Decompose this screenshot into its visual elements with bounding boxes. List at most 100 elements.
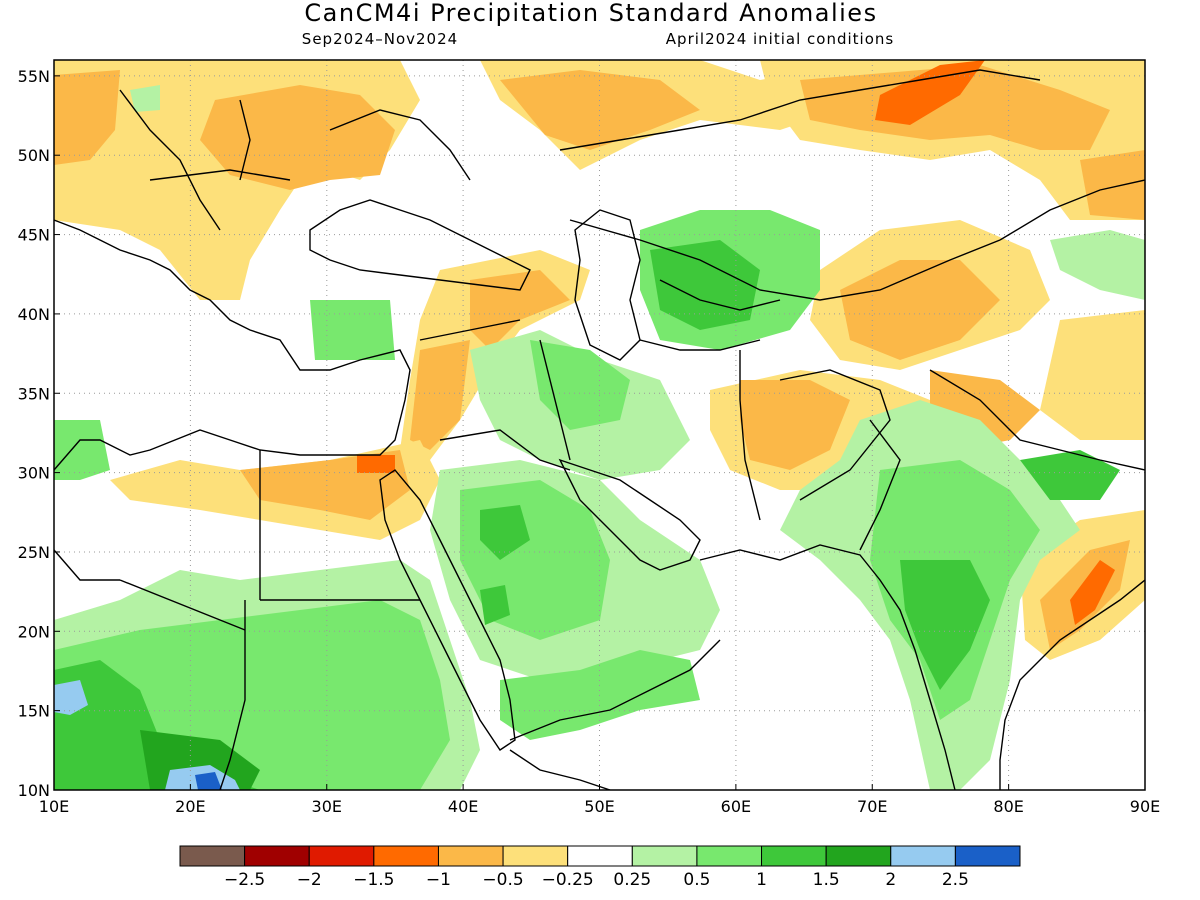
wet-field-hijaz — [480, 585, 510, 625]
border-saudi-iraq — [439, 429, 571, 471]
colorbar-swatch — [244, 845, 310, 867]
coastline-black-sea — [309, 199, 531, 291]
border-kazakhstan-south — [569, 219, 1001, 301]
border-mongolia-china — [999, 179, 1145, 241]
colorbar-label: −0.25 — [542, 870, 594, 890]
wet-field-cyprus — [310, 300, 395, 360]
y-tick-label: 55N — [18, 67, 50, 86]
dry-field-levant — [410, 340, 470, 450]
colorbar-label: 2 — [885, 870, 896, 890]
dry-field-baikal — [1080, 150, 1145, 220]
border-iran-iraq — [539, 339, 571, 461]
x-tick-label: 20E — [175, 797, 205, 816]
dry-field-ukraine — [200, 85, 395, 190]
border-algeria-niger — [54, 549, 120, 581]
border-turkey-syria — [419, 319, 521, 341]
dry-field-pakistan — [740, 380, 850, 470]
colorbar-swatch — [567, 845, 633, 867]
colorbar-label: −1 — [426, 870, 451, 890]
wet-field-alps — [130, 85, 160, 112]
x-tick-label: 40E — [448, 797, 478, 816]
colorbar-swatch — [825, 845, 892, 867]
colorbar-swatch — [373, 845, 439, 867]
coastline-persian-gulf — [558, 458, 701, 571]
colorbar-swatch — [437, 845, 504, 867]
map-plot-area — [54, 60, 1145, 790]
x-tick-label: 70E — [857, 797, 887, 816]
colorbar-label: −1.5 — [353, 870, 394, 890]
dry-field-bengal-core — [1070, 560, 1115, 625]
y-tick-label: 25N — [18, 543, 50, 562]
longitude-axis: 10E 20E 30E 40E 50E 60E 70E 80E 90E — [39, 784, 1160, 816]
latitude-axis: 10N 15N 20N 25N 30N 35N 40N 45N 50N 55N — [18, 67, 60, 800]
wet-anomaly-fields — [54, 85, 1145, 790]
wet-field-darfur-peak — [195, 772, 222, 790]
wet-field-najd — [480, 505, 530, 560]
wet-field-ganges — [1020, 450, 1120, 500]
forecast-period: Sep2024–Nov2024 — [302, 30, 458, 48]
y-tick-label: 10N — [18, 781, 50, 800]
colorbar-swatch — [308, 845, 375, 867]
x-tick-label: 50E — [584, 797, 614, 816]
border-chad-sudan — [219, 600, 246, 790]
coastline-bay-of-bengal — [999, 579, 1145, 790]
map-gridlines — [54, 60, 1145, 790]
colorbar-label: 1 — [756, 870, 767, 890]
colorbar-swatch — [954, 845, 1021, 867]
colorbar-label: −0.5 — [482, 870, 523, 890]
border-europe-internal — [119, 89, 291, 231]
x-tick-label: 10E — [39, 797, 69, 816]
y-tick-label: 35N — [18, 384, 50, 403]
y-tick-label: 45N — [18, 226, 50, 245]
y-tick-label: 15N — [18, 702, 50, 721]
border-afghanistan-pakistan — [779, 369, 891, 501]
coastline-arabian-sea — [699, 544, 956, 790]
x-tick-label: 60E — [721, 797, 751, 816]
border-ukraine-russia — [329, 109, 471, 181]
colorbar-label: 0.25 — [613, 870, 651, 890]
border-libya-chad — [119, 579, 246, 631]
coastline-red-sea — [379, 469, 516, 751]
wet-field-mediterranean — [54, 420, 110, 480]
wet-field-tibet — [1050, 230, 1145, 300]
colorbar-label: 2.5 — [942, 870, 969, 890]
map-title: CanCM4i Precipitation Standard Anomalies — [304, 0, 877, 27]
y-tick-label: 50N — [18, 146, 50, 165]
colorbar-label: −2.5 — [224, 870, 265, 890]
x-tick-label: 80E — [993, 797, 1023, 816]
dry-field-tajikistan — [840, 260, 1000, 360]
dry-field-kazakh-core — [875, 60, 985, 125]
dry-field-tibet — [1040, 310, 1145, 440]
colorbar-label: −2 — [297, 870, 322, 890]
colorbar-swatch — [631, 845, 698, 867]
wet-field-deccan — [900, 560, 990, 690]
colorbar-swatch — [179, 845, 246, 867]
wet-field-chad-max — [54, 680, 88, 715]
colorbar-swatch — [890, 845, 956, 867]
border-india-china — [929, 369, 1145, 471]
dry-field-anatolia — [470, 270, 570, 350]
border-india-pakistan — [859, 419, 901, 551]
initial-conditions: April2024 initial conditions — [666, 30, 894, 48]
colorbar-swatch — [502, 845, 569, 867]
y-tick-label: 20N — [18, 622, 50, 641]
colorbar-swatch — [761, 845, 827, 867]
x-tick-label: 90E — [1130, 797, 1160, 816]
coastlines-borders — [54, 69, 1145, 790]
wet-field-chad — [54, 660, 260, 790]
coastline-gulf-of-aden — [509, 639, 721, 741]
colorbar: −2.5 −2 −1.5 −1 −0.5 −0.25 0.25 0.5 1 1.5 2 2.5 — [179, 845, 1021, 890]
border-iran-afghanistan — [739, 350, 761, 521]
border-uzbekistan-turkmenistan — [659, 279, 781, 311]
border-russia-kazakhstan — [559, 69, 1041, 151]
x-tick-label: 30E — [312, 797, 342, 816]
coastline-mediterranean — [54, 219, 411, 471]
y-tick-label: 30N — [18, 464, 50, 483]
colorbar-swatch — [696, 845, 763, 867]
coastline-horn-of-africa — [509, 749, 611, 790]
border-iran-turkmenistan — [639, 339, 761, 351]
colorbar-label: 1.5 — [813, 870, 840, 890]
dry-field-altai — [800, 65, 1110, 150]
y-tick-label: 40N — [18, 305, 50, 324]
